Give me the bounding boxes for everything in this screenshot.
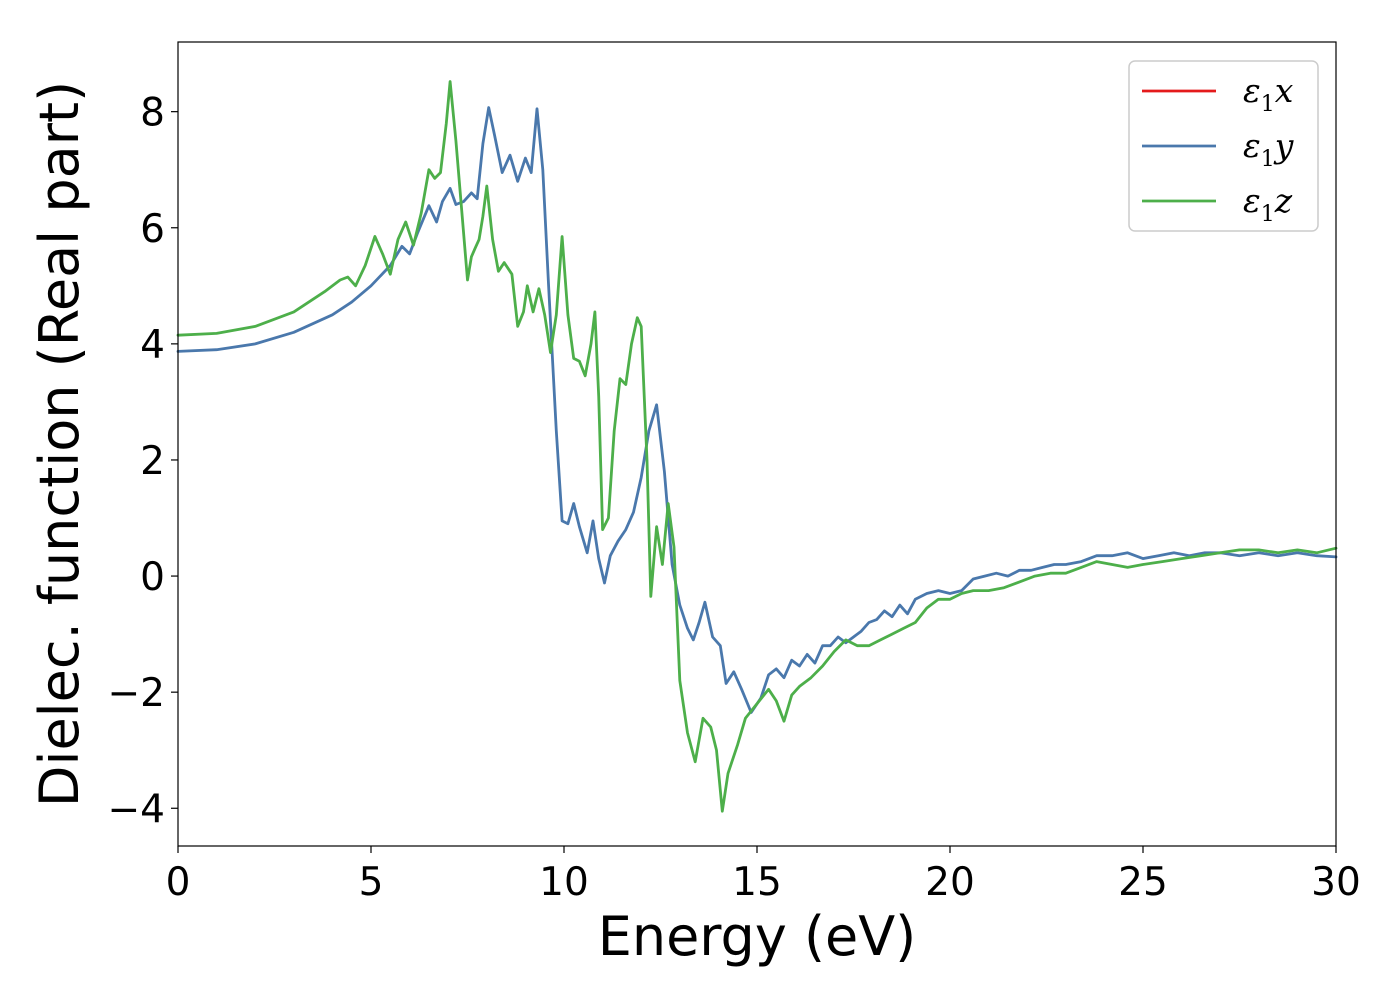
- y-axis-label: Dielec. function (Real part): [28, 81, 91, 807]
- x-axis: 0 5 10 15 20 25 30: [166, 846, 1361, 905]
- y-axis: −4 −2 0 2 4 6 8: [108, 91, 178, 832]
- x-axis-label: Energy (eV): [598, 905, 917, 968]
- x-tick-label: 0: [166, 860, 191, 905]
- series-layer: [176, 80, 1338, 813]
- y-tick-label: 8: [140, 91, 165, 136]
- y-tick-label: −2: [108, 671, 166, 716]
- y-tick-label: −4: [108, 787, 166, 832]
- series-line-y: [176, 106, 1338, 714]
- y-tick-label: 2: [140, 439, 165, 484]
- y-tick-label: 0: [140, 555, 165, 600]
- x-tick-label: 30: [1311, 860, 1361, 905]
- x-tick-label: 5: [359, 860, 384, 905]
- x-tick-label: 25: [1118, 860, 1168, 905]
- series-line-z: [176, 80, 1338, 813]
- legend-label-z: ε1z: [1243, 181, 1293, 227]
- legend: ε1x ε1y ε1z: [1128, 60, 1319, 232]
- x-tick-label: 15: [732, 860, 782, 905]
- legend-label-x: ε1x: [1243, 71, 1294, 117]
- legend-label-y: ε1y: [1243, 126, 1294, 172]
- y-tick-label: 6: [140, 207, 165, 252]
- x-tick-label: 20: [925, 860, 975, 905]
- y-tick-label: 4: [140, 323, 165, 368]
- legend-box: [1128, 60, 1319, 232]
- x-tick-label: 10: [539, 860, 589, 905]
